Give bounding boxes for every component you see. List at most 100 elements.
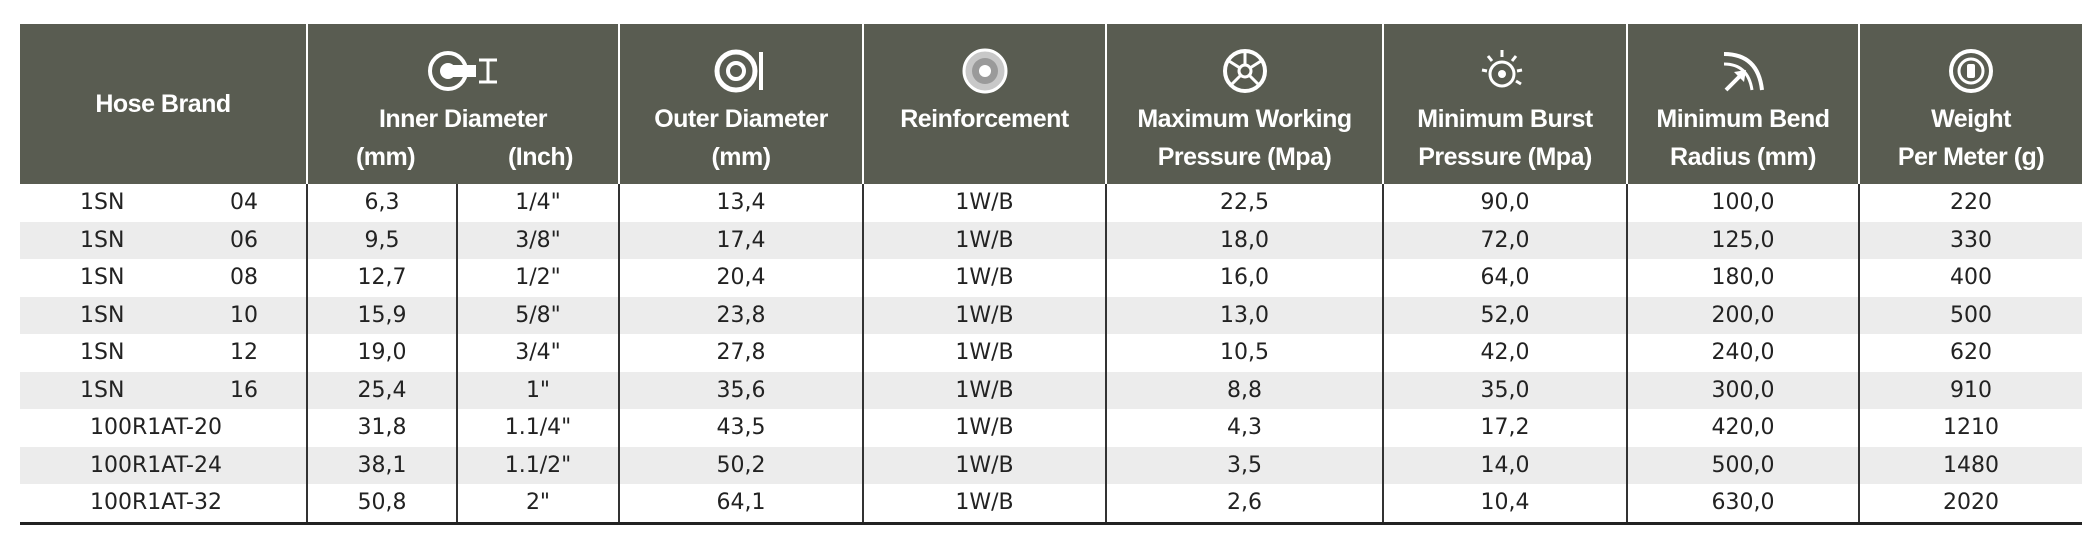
inner-inch-cell: 1/4" (456, 184, 619, 222)
hose-brand-cell: 1SN 04 (20, 184, 307, 222)
bend-radius-icon (1723, 52, 1764, 92)
outer-mm-cell: 17,4 (618, 221, 863, 259)
mbr-cell: 300,0 (1626, 371, 1859, 409)
brand-text: 1SN (80, 340, 125, 365)
burst-pressure-icon (1481, 50, 1523, 88)
inner-inch-label: (Inch) (507, 143, 574, 171)
mbp-label-line2: Pressure (Mpa) (1418, 143, 1592, 171)
weight-cell: 1480 (1858, 446, 2082, 484)
mwp-cell: 8,8 (1105, 371, 1383, 409)
inner-diameter-units: (mm) (Inch) (308, 138, 618, 176)
weight-cell: 500 (1858, 296, 2082, 334)
inner-inch-cell: 1" (456, 371, 619, 409)
mbp-cell: 42,0 (1382, 334, 1627, 372)
size-text: 16 (230, 377, 258, 403)
inner-inch-cell: 1.1/2" (456, 446, 619, 484)
mbr-cell: 240,0 (1626, 334, 1859, 372)
inner-mm-cell: 15,9 (306, 296, 457, 334)
outer-mm-cell: 20,4 (618, 259, 863, 297)
mwp-cell: 22,5 (1105, 184, 1383, 222)
table-row: 100R1AT-24 38,1 1.1/2" 50,2 1W/B 3,5 14,… (20, 446, 2082, 484)
outer-diameter-icon (714, 49, 763, 93)
header-weight: Weight Per Meter (g) (1858, 24, 2082, 184)
hose-brand-cell: 1SN 06 (20, 221, 307, 259)
reinforcement-cell: 1W/B (862, 184, 1106, 222)
mwp-label-line2: Pressure (Mpa) (1157, 143, 1332, 171)
hose-brand-cell: 100R1AT-24 (20, 446, 307, 484)
inner-inch-cell: 1/2" (456, 259, 619, 297)
reinforcement-cell: 1W/B (862, 296, 1106, 334)
hose-spec-table: Hose Brand Inner Diameter (mm) (Inch) (20, 24, 2082, 525)
outer-mm-cell: 35,6 (618, 371, 863, 409)
mwp-cell: 13,0 (1105, 296, 1383, 334)
reinforcement-icon (962, 48, 1007, 94)
weight-cell: 220 (1858, 184, 2082, 222)
mbp-cell: 17,2 (1382, 409, 1627, 447)
outer-mm-label: (mm) (711, 143, 771, 171)
spec-table: Hose Brand Inner Diameter (mm) (Inch) (20, 24, 2082, 525)
size-text: 06 (230, 227, 258, 253)
mwp-label-line1: Maximum Working (1137, 105, 1352, 133)
outer-mm-cell: 13,4 (618, 184, 863, 222)
hose-brand-cell: 1SN 16 (20, 371, 307, 409)
header-burst-pressure: Minimum Burst Pressure (Mpa) (1382, 24, 1627, 184)
outer-mm-cell: 50,2 (618, 446, 863, 484)
mwp-cell: 2,6 (1105, 484, 1383, 525)
reinforcement-cell: 1W/B (862, 221, 1106, 259)
mwp-cell: 16,0 (1105, 259, 1383, 297)
brand-text: 1SN (80, 227, 125, 253)
inner-inch-cell: 2" (456, 484, 619, 525)
size-text: 12 (230, 340, 258, 365)
mwp-cell: 3,5 (1105, 446, 1383, 484)
inner-mm-cell: 9,5 (306, 221, 457, 259)
inner-mm-label: (mm) (355, 143, 416, 171)
mbp-cell: 52,0 (1382, 296, 1627, 334)
inner-inch-cell: 5/8" (456, 296, 619, 334)
inner-inch-cell: 3/4" (456, 334, 619, 372)
mbr-cell: 125,0 (1626, 221, 1859, 259)
mbp-label-line1: Minimum Burst (1417, 105, 1593, 133)
inner-mm-cell: 25,4 (306, 371, 457, 409)
table-row: 1SN 08 12,7 1/2" 20,4 1W/B 16,0 64,0 180,… (20, 259, 2082, 297)
outer-mm-cell: 64,1 (618, 484, 863, 525)
reinforcement-cell: 1W/B (862, 334, 1106, 372)
weight-cell: 400 (1858, 259, 2082, 297)
table-row: 1SN 10 15,9 5/8" 23,8 1W/B 13,0 52,0 200,… (20, 296, 2082, 334)
brand-text: 1SN (80, 265, 125, 290)
reinforcement-cell: 1W/B (862, 259, 1106, 297)
size-text: 08 (230, 265, 258, 290)
mbr-cell: 500,0 (1626, 446, 1859, 484)
weight-cell: 2020 (1858, 484, 2082, 525)
inner-inch-cell: 3/8" (456, 221, 619, 259)
inner-mm-cell: 6,3 (306, 184, 457, 222)
mbr-cell: 180,0 (1626, 259, 1859, 297)
brand-text: 1SN (80, 377, 125, 403)
mbp-cell: 90,0 (1382, 184, 1627, 222)
hose-brand-label: Hose Brand (95, 90, 231, 118)
mwp-cell: 18,0 (1105, 221, 1383, 259)
header-inner-diameter: Inner Diameter (mm) (Inch) (306, 24, 619, 184)
inner-mm-cell: 31,8 (306, 409, 457, 447)
header-row: Hose Brand Inner Diameter (mm) (Inch) (20, 24, 2082, 184)
hose-brand-cell: 1SN 12 (20, 334, 307, 372)
mbp-cell: 14,0 (1382, 446, 1627, 484)
working-pressure-icon (1222, 49, 1267, 93)
inner-diameter-icon (428, 51, 497, 91)
table-row: 1SN 16 25,4 1" 35,6 1W/B 8,8 35,0 300,0 9… (20, 371, 2082, 409)
header-reinforcement: Reinforcement (862, 24, 1106, 184)
reinforcement-cell: 1W/B (862, 371, 1106, 409)
inner-mm-cell: 38,1 (306, 446, 457, 484)
reinforcement-cell: 1W/B (862, 484, 1106, 525)
hose-brand-cell: 1SN 08 (20, 259, 307, 297)
size-text: 10 (230, 302, 258, 328)
header-outer-diameter: Outer Diameter (mm) (618, 24, 863, 184)
reinforcement-cell: 1W/B (862, 446, 1106, 484)
table-row: 1SN 06 9,5 3/8" 17,4 1W/B 18,0 72,0 125,0… (20, 221, 2082, 259)
mbr-label-line2: Radius (mm) (1670, 143, 1816, 171)
outer-mm-cell: 43,5 (618, 409, 863, 447)
reinforcement-cell: 1W/B (862, 409, 1106, 447)
table-row: 1SN 12 19,0 3/4" 27,8 1W/B 10,5 42,0 240,… (20, 334, 2082, 372)
hose-brand-cell: 100R1AT-20 (90, 415, 222, 440)
inner-inch-cell: 1.1/4" (456, 409, 619, 447)
mwp-cell: 10,5 (1105, 334, 1383, 372)
